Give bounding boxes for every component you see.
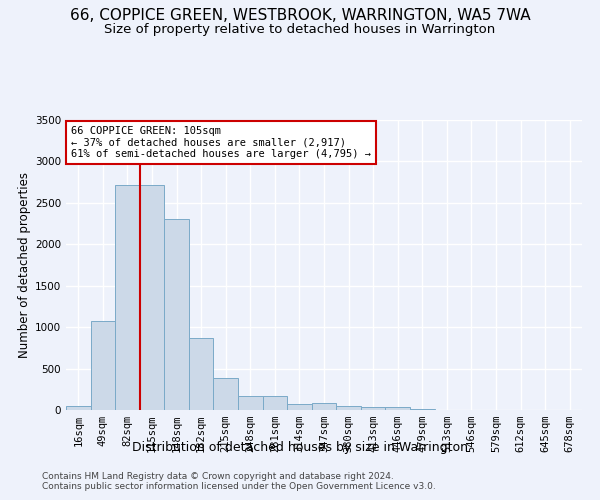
Text: 66 COPPICE GREEN: 105sqm
← 37% of detached houses are smaller (2,917)
61% of sem: 66 COPPICE GREEN: 105sqm ← 37% of detach… bbox=[71, 126, 371, 159]
Text: Contains HM Land Registry data © Crown copyright and database right 2024.: Contains HM Land Registry data © Crown c… bbox=[42, 472, 394, 481]
Text: Distribution of detached houses by size in Warrington: Distribution of detached houses by size … bbox=[132, 441, 468, 454]
Bar bbox=[410, 409, 434, 410]
Y-axis label: Number of detached properties: Number of detached properties bbox=[18, 172, 31, 358]
Bar bbox=[287, 404, 312, 410]
Bar bbox=[214, 378, 238, 410]
Bar bbox=[361, 406, 385, 410]
Bar bbox=[115, 184, 140, 410]
Text: Contains public sector information licensed under the Open Government Licence v3: Contains public sector information licen… bbox=[42, 482, 436, 491]
Bar bbox=[164, 220, 189, 410]
Bar bbox=[238, 396, 263, 410]
Bar bbox=[140, 184, 164, 410]
Bar bbox=[312, 403, 336, 410]
Text: Size of property relative to detached houses in Warrington: Size of property relative to detached ho… bbox=[104, 22, 496, 36]
Bar bbox=[189, 338, 214, 410]
Bar bbox=[336, 406, 361, 410]
Bar bbox=[66, 406, 91, 410]
Bar bbox=[385, 406, 410, 410]
Text: 66, COPPICE GREEN, WESTBROOK, WARRINGTON, WA5 7WA: 66, COPPICE GREEN, WESTBROOK, WARRINGTON… bbox=[70, 8, 530, 22]
Bar bbox=[91, 320, 115, 410]
Bar bbox=[263, 396, 287, 410]
